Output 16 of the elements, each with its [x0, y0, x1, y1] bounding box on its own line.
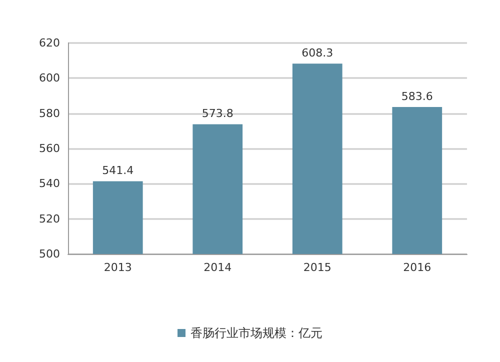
- y-tick-label: 540: [39, 177, 60, 190]
- x-tick-label: 2014: [204, 261, 232, 274]
- y-tick-label: 620: [39, 36, 60, 50]
- data-label: 573.8: [202, 107, 234, 120]
- data-label: 608.3: [302, 46, 334, 60]
- y-tick-label: 500: [39, 248, 60, 260]
- data-label: 583.6: [401, 90, 433, 104]
- y-tick-label: 580: [39, 106, 60, 120]
- legend-label: 香肠行业市场规模：亿元: [190, 326, 322, 340]
- x-tick-label: 2015: [303, 261, 332, 274]
- x-tick-label: 2016: [403, 261, 432, 274]
- data-label: 541.4: [102, 164, 134, 178]
- y-tick-label: 600: [39, 72, 60, 85]
- y-tick-label: 520: [39, 212, 60, 226]
- y-tick-label: 560: [39, 142, 60, 155]
- x-tick-label: 2013: [104, 261, 132, 274]
